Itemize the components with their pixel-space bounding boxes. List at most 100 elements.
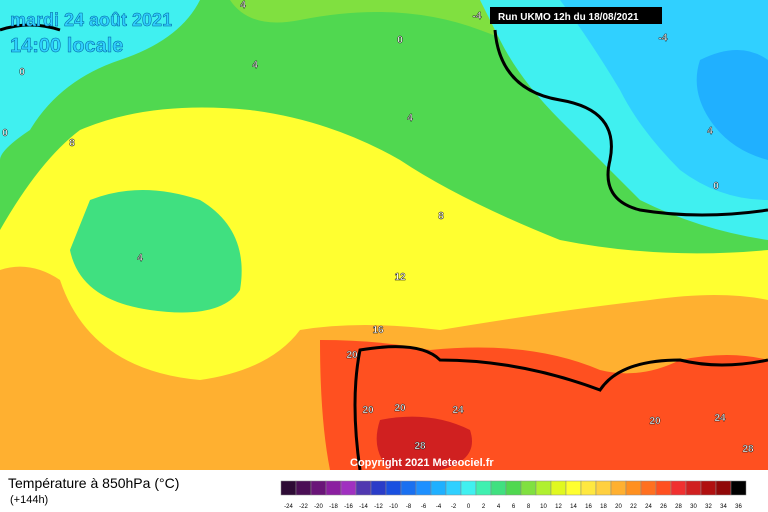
run-box [490,7,662,24]
scale-label: -24 [284,504,293,510]
contour-label: 24 [452,405,464,416]
scale-swatch [325,480,342,496]
scale-label: 30 [690,504,697,510]
scale-label: -10 [389,504,398,510]
scale-swatch [535,480,552,496]
scale-label: -12 [374,504,383,510]
scale-label: -6 [421,504,427,510]
scale-label: 12 [555,504,562,510]
contour-label: 16 [372,325,384,336]
scale-swatch [400,480,417,496]
scale-label: 32 [705,504,712,510]
scale-label: 26 [660,504,667,510]
region-cyan [0,0,200,160]
contour-label: -4 [473,11,482,22]
region-green-pocket [70,190,242,313]
contour-label: 0 [397,35,403,46]
scale-label: -18 [329,504,338,510]
scale-swatch [460,480,477,496]
scale-swatch [310,480,327,496]
scale-label: 20 [615,504,622,510]
scale-swatch [685,480,702,496]
contour-label: 8 [438,211,444,222]
scale-swatch [625,480,642,496]
contour-label: -4 [659,33,668,44]
scale-swatch [445,480,462,496]
scale-swatch [475,480,492,496]
scale-swatch [670,480,687,496]
scale-swatch [700,480,717,496]
scale-swatch [730,480,747,496]
scale-label: 4 [497,504,501,510]
region-blue [560,0,768,200]
contour-label: 4 [707,126,713,137]
credit: Copyright 2021 Meteociel.fr [350,457,494,469]
scale-label: -4 [436,504,442,510]
scale-label: -20 [314,504,323,510]
contour-label: 4 [240,0,246,11]
scale-swatch [340,480,357,496]
contour-label: 4 [407,113,413,124]
scale-label: -14 [359,504,368,510]
region-dark-red [376,416,472,470]
scale-swatch [610,480,627,496]
scale-label: 28 [675,504,682,510]
contour-label: 20 [362,405,374,416]
scale-swatch [655,480,672,496]
scale-label: -8 [406,504,412,510]
scale-swatch [355,480,372,496]
contour-label: 12 [394,272,406,283]
scale-swatch [280,480,297,496]
scale-label: 16 [585,504,592,510]
scale-label: 10 [540,504,547,510]
contour-zero [493,29,768,217]
scale-label: 2 [482,504,486,510]
contour-label: 0 [2,128,8,139]
scale-swatch [640,480,657,496]
contour-label: 20 [394,403,406,414]
region-blue-dark [696,50,768,160]
lead-time: (+144h) [10,494,48,506]
legend-title: Température à 850hPa (°C) [8,475,179,491]
contour-label: 20 [346,350,358,361]
run: Run UKMO 12h du 18/08/2021 [498,12,639,23]
contour-label: 4 [137,253,143,264]
scale-swatch [505,480,522,496]
time: 14:00 locale [10,35,123,57]
contour-label: 0 [713,181,719,192]
scale-label: 14 [570,504,577,510]
contour-label: 28 [414,441,426,452]
contour-label: 24 [714,413,726,424]
scale-swatch [715,480,732,496]
scale-swatch [295,480,312,496]
scale-label: 24 [645,504,652,510]
scale-label: 8 [527,504,531,510]
scale-label: -2 [451,504,457,510]
contour-label: 28 [742,444,754,455]
contour-twenty [353,345,768,471]
scale-swatch [430,480,447,496]
contour-label: 0 [19,67,25,78]
scale-swatch [520,480,537,496]
scale-label: 0 [467,504,471,510]
scale-swatch [370,480,387,496]
scale-swatch [385,480,402,496]
scale-swatch [595,480,612,496]
scale-label: -22 [299,504,308,510]
contour-label: 4 [252,60,258,71]
scale-label: 18 [600,504,607,510]
scale-swatch [415,480,432,496]
scale-label: 34 [720,504,727,510]
scale-label: -16 [344,504,353,510]
scale-label: 6 [512,504,516,510]
scale-swatch [580,480,597,496]
scale-label: 22 [630,504,637,510]
date: mardi 24 août 2021 [10,10,172,30]
scale-label: 36 [735,504,742,510]
scale-swatch [490,480,507,496]
scale-swatch [550,480,567,496]
contour-label: 8 [69,138,75,149]
scale-swatch [565,480,582,496]
